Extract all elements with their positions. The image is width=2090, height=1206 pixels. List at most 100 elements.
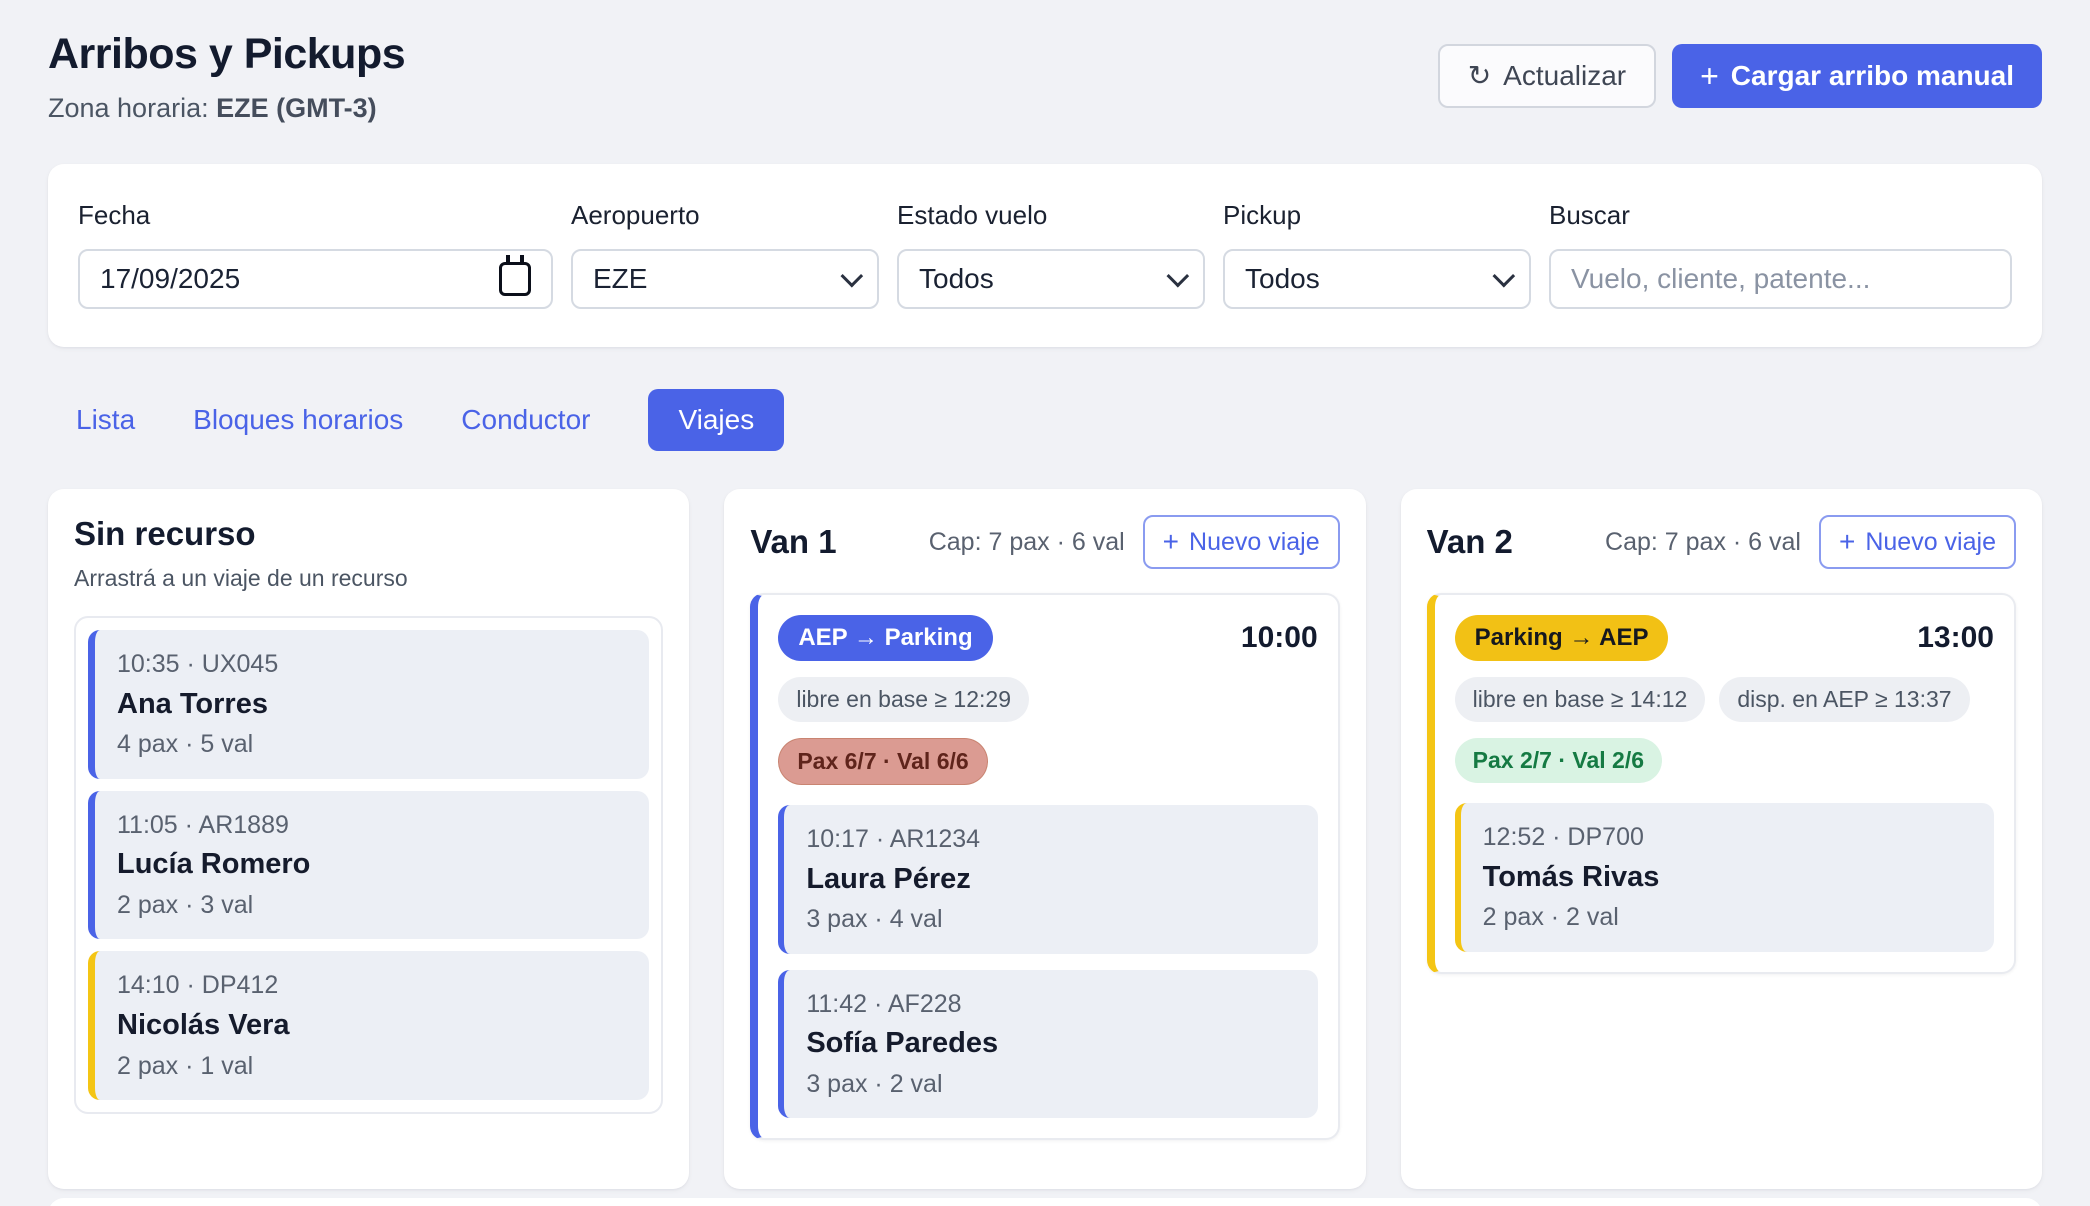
header-actions: ↻ Actualizar + Cargar arribo manual	[1437, 44, 2042, 108]
plus-icon: +	[1700, 58, 1719, 94]
trip-time: 10:00	[1240, 621, 1318, 654]
arrival-card-nicolas-vera[interactable]: 14:10 · DP412 Nicolás Vera 2 pax · 1 val	[88, 951, 650, 1101]
load-badge: Pax 2/7 · Val 2/6	[1454, 738, 1662, 783]
buscar-label: Buscar	[1549, 200, 1630, 230]
arrival-pax-val: 4 pax · 5 val	[117, 730, 254, 759]
page-title: Arribos y Pickups	[48, 30, 406, 78]
trip-constraints-row: libre en base ≥ 12:29	[778, 677, 1317, 722]
capacity-label: Cap: 7 pax · 6 val	[928, 527, 1125, 556]
arrival-card-lucia-romero[interactable]: 11:05 · AR1889 Lucía Romero 2 pax · 3 va…	[88, 790, 650, 940]
airport-select[interactable]: EZE	[571, 249, 879, 309]
tab-bloques-horarios[interactable]: Bloques horarios	[193, 404, 404, 435]
add-manual-arrival-label: Cargar arribo manual	[1730, 60, 2014, 91]
pickup-label: Pickup	[1223, 200, 1302, 230]
filters-bar: Fecha 17/09/2025 Aeropuerto EZE Estado v…	[48, 164, 2042, 347]
tab-lista[interactable]: Lista	[76, 404, 136, 435]
view-tabs: Lista Bloques horarios Conductor Viajes	[48, 389, 2042, 451]
arrival-pax-val: 3 pax · 2 val	[806, 1069, 943, 1098]
new-trip-label: Nuevo viaje	[1189, 527, 1320, 556]
arrival-meta: 14:10 · DP412	[117, 971, 279, 1000]
arrival-pax-val: 3 pax · 4 val	[806, 905, 943, 934]
flight-status-select[interactable]: Todos	[897, 249, 1205, 309]
airport-selected-value: EZE	[593, 263, 648, 294]
trip-load-row: Pax 6/7 · Val 6/6	[778, 738, 1317, 785]
filter-buscar: Buscar	[1549, 200, 2012, 309]
date-input[interactable]: 17/09/2025	[78, 249, 553, 309]
page-header: Arribos y Pickups Zona horaria: EZE (GMT…	[48, 30, 2042, 124]
constraint-badge: libre en base ≥ 14:12	[1454, 677, 1706, 722]
arrival-meta: 10:35 · UX045	[117, 650, 279, 678]
trips-board: Sin recurso Arrastrá a un viaje de un re…	[48, 489, 2042, 1189]
resource-column-van-1: Van 1 Cap: 7 pax · 6 val + Nuevo viaje A…	[724, 489, 1366, 1189]
pickup-selected-value: Todos	[1245, 263, 1320, 294]
resource-name: Van 2	[1426, 523, 1513, 560]
chevron-down-icon	[1166, 264, 1190, 288]
refresh-button[interactable]: ↻ Actualizar	[1437, 44, 1657, 108]
route-badge: AEP → Parking	[778, 615, 993, 661]
refresh-button-label: Actualizar	[1503, 60, 1627, 91]
trip-passengers: 10:17 · AR1234 Laura Pérez 3 pax · 4 val…	[778, 805, 1318, 1119]
arrival-client-name: Lucía Romero	[117, 848, 311, 881]
arrival-client-name: Laura Pérez	[806, 862, 971, 895]
arrival-pax-val: 2 pax · 2 val	[1482, 903, 1619, 932]
new-trip-button-van-1[interactable]: + Nuevo viaje	[1142, 515, 1340, 569]
tab-conductor[interactable]: Conductor	[461, 404, 591, 435]
trip-card-van-1[interactable]: AEP → Parking 10:00 libre en base ≥ 12:2…	[750, 593, 1340, 1141]
filter-estado-vuelo: Estado vuelo Todos	[897, 200, 1205, 309]
unassigned-title: Sin recurso	[74, 515, 256, 552]
header-titles: Arribos y Pickups Zona horaria: EZE (GMT…	[48, 30, 406, 124]
resource-name: Van 1	[750, 523, 837, 560]
date-value: 17/09/2025	[100, 263, 241, 294]
unassigned-dropzone: 10:35 · UX045 Ana Torres 4 pax · 5 val 1…	[74, 616, 664, 1115]
tab-viajes[interactable]: Viajes	[648, 389, 785, 451]
resource-header: Van 1 Cap: 7 pax · 6 val + Nuevo viaje	[750, 515, 1340, 569]
constraint-badge: disp. en AEP ≥ 13:37	[1719, 677, 1970, 722]
constraint-badge: libre en base ≥ 12:29	[778, 677, 1029, 722]
arrival-meta: 11:05 · AR1889	[117, 810, 289, 839]
trip-header-row: Parking → AEP 13:00	[1454, 615, 1994, 661]
aeropuerto-label: Aeropuerto	[571, 200, 700, 230]
drag-hint: Arrastrá a un viaje de un recurso	[74, 565, 408, 591]
filter-pickup: Pickup Todos	[1223, 200, 1531, 309]
arrival-meta: 12:52 · DP700	[1482, 823, 1644, 851]
arrival-client-name: Sofía Paredes	[806, 1027, 999, 1060]
passenger-card-tomas-rivas[interactable]: 12:52 · DP700 Tomás Rivas 2 pax · 2 val	[1454, 803, 1994, 952]
capacity-label: Cap: 7 pax · 6 val	[1605, 527, 1801, 556]
arrival-client-name: Ana Torres	[117, 687, 268, 720]
resource-header: Van 2 Cap: 7 pax · 6 val + Nuevo viaje	[1427, 515, 2016, 569]
trip-passengers: 12:52 · DP700 Tomás Rivas 2 pax · 2 val	[1454, 803, 1994, 952]
arrival-card-ana-torres[interactable]: 10:35 · UX045 Ana Torres 4 pax · 5 val	[88, 630, 650, 779]
plus-icon: +	[1838, 526, 1856, 557]
pickup-select[interactable]: Todos	[1223, 249, 1531, 309]
search-input[interactable]	[1549, 249, 2012, 309]
load-badge: Pax 6/7 · Val 6/6	[778, 738, 988, 785]
passenger-card-sofia-paredes[interactable]: 11:42 · AF228 Sofía Paredes 3 pax · 2 va…	[778, 969, 1318, 1119]
resource-header-right: Cap: 7 pax · 6 val + Nuevo viaje	[929, 515, 1340, 569]
timezone-subtitle: Zona horaria: EZE (GMT-3)	[48, 93, 405, 124]
next-section-card-partial	[48, 1198, 2042, 1206]
arrival-pax-val: 2 pax · 3 val	[117, 890, 254, 919]
chevron-down-icon	[840, 264, 864, 288]
new-trip-label: Nuevo viaje	[1865, 527, 1996, 556]
calendar-icon	[499, 255, 531, 296]
new-trip-button-van-2[interactable]: + Nuevo viaje	[1818, 515, 2016, 569]
trip-constraints-row: libre en base ≥ 14:12 disp. en AEP ≥ 13:…	[1454, 677, 1994, 722]
arrival-meta: 10:17 · AR1234	[806, 825, 981, 853]
add-manual-arrival-button[interactable]: + Cargar arribo manual	[1672, 44, 2042, 108]
resource-header-right: Cap: 7 pax · 6 val + Nuevo viaje	[1605, 515, 2016, 569]
refresh-icon: ↻	[1467, 60, 1492, 91]
arrival-pax-val: 2 pax · 1 val	[117, 1051, 254, 1080]
trip-load-row: Pax 2/7 · Val 2/6	[1454, 738, 1994, 783]
chevron-down-icon	[1492, 264, 1516, 288]
plus-icon: +	[1162, 526, 1180, 557]
resource-column-van-2: Van 2 Cap: 7 pax · 6 val + Nuevo viaje P…	[1400, 489, 2042, 1189]
trip-header-row: AEP → Parking 10:00	[778, 615, 1318, 661]
passenger-card-laura-perez[interactable]: 10:17 · AR1234 Laura Pérez 3 pax · 4 val	[778, 805, 1318, 954]
arrival-client-name: Tomás Rivas	[1482, 860, 1660, 893]
route-badge: Parking → AEP	[1454, 615, 1669, 661]
arrival-meta: 11:42 · AF228	[806, 989, 962, 1018]
estado-vuelo-label: Estado vuelo	[897, 200, 1048, 230]
trip-time: 13:00	[1917, 621, 1994, 654]
trip-card-van-2[interactable]: Parking → AEP 13:00 libre en base ≥ 14:1…	[1426, 593, 2016, 974]
